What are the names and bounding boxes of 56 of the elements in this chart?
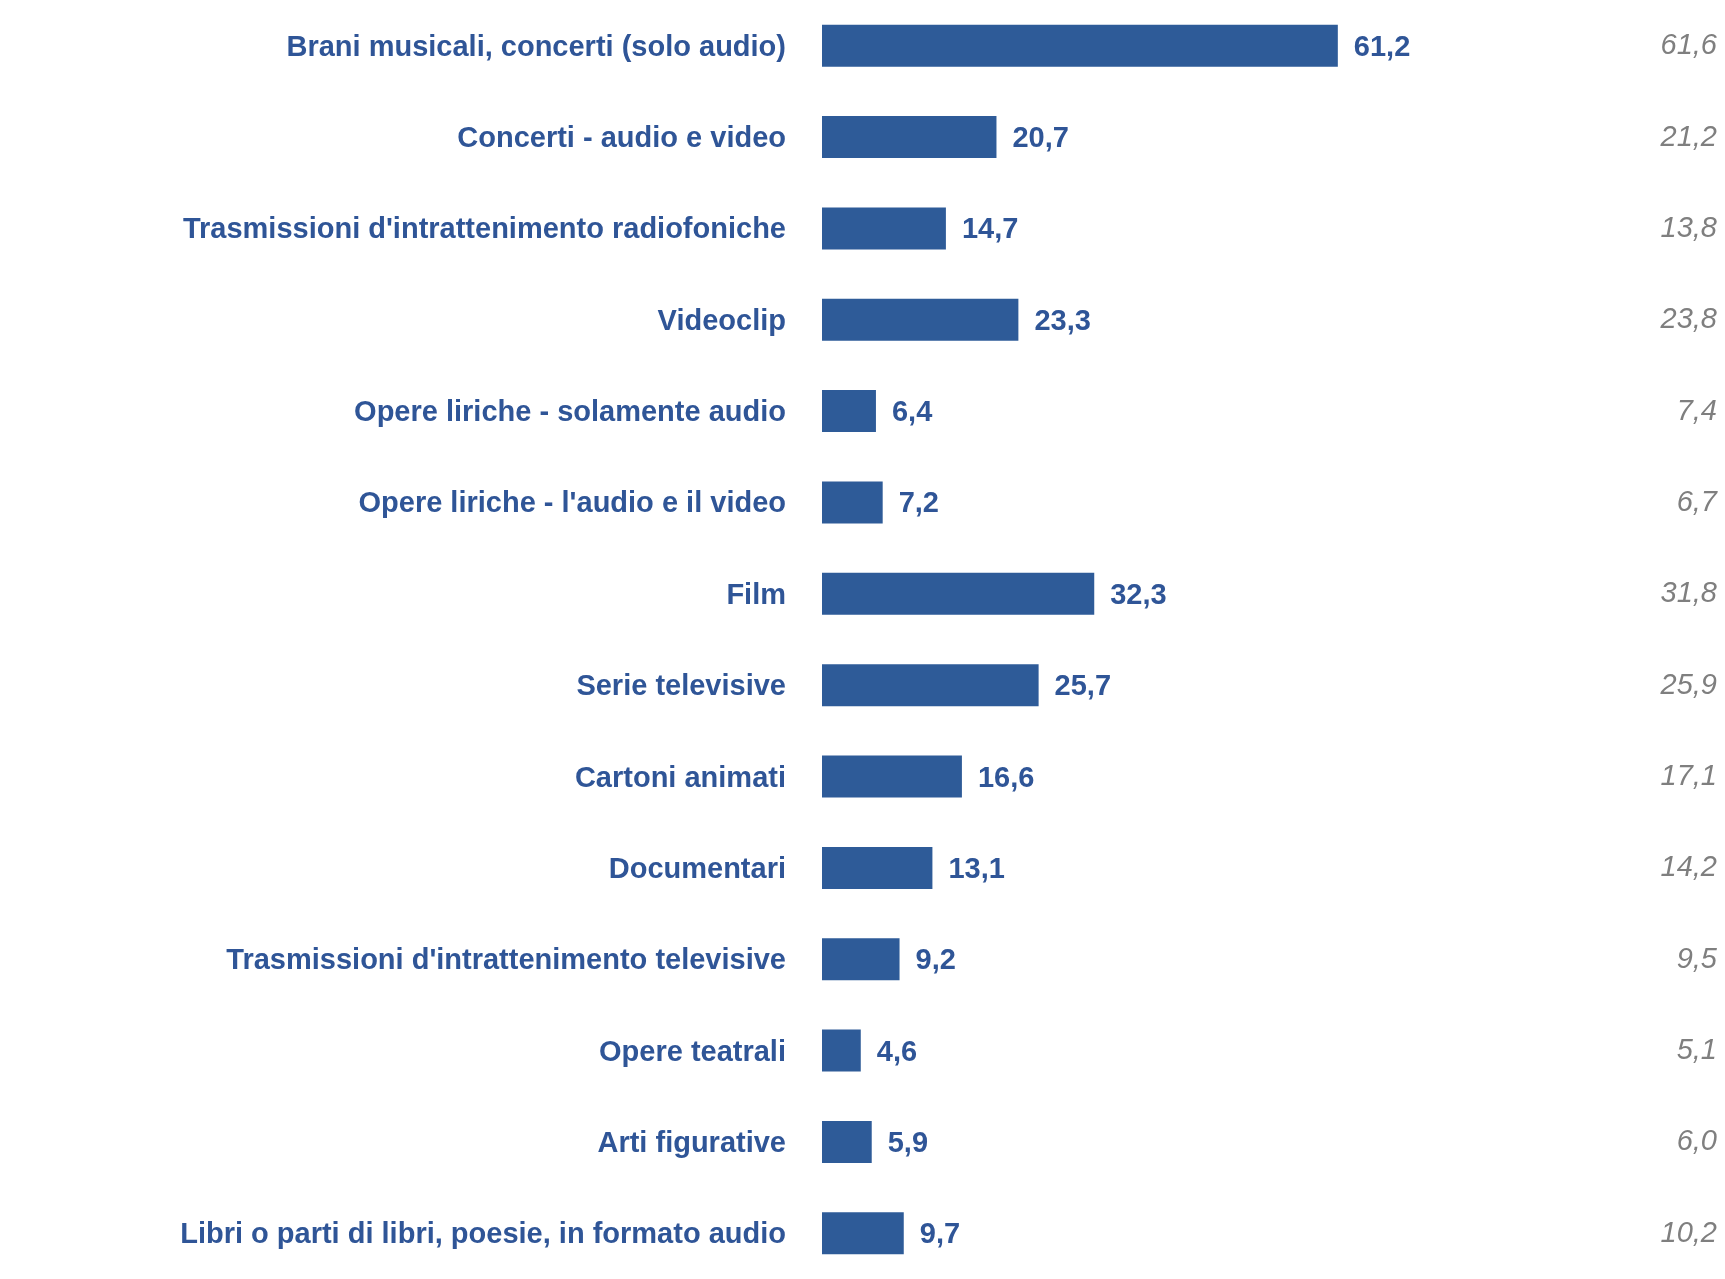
bar (822, 24, 1338, 67)
text: 9,5 (1676, 941, 1718, 974)
bar (822, 481, 883, 524)
bar (822, 572, 1095, 615)
y-tick-label: Brani musicali, concerti (solo audio) (286, 29, 786, 62)
data-label: 13,1 (948, 851, 1005, 884)
data-label: 5,9 (887, 1125, 929, 1158)
y-tick-label: Trasmissioni d'intrattenimento televisive (226, 943, 786, 976)
y-tick-label: Opere liriche - solamente audio (354, 395, 786, 428)
bar (822, 846, 933, 889)
data-label: 23,3 (1034, 303, 1091, 336)
data-label: 9,7 (919, 1217, 961, 1250)
bar (822, 1212, 904, 1255)
bar (822, 664, 1039, 707)
y-tick-label: Film (726, 577, 786, 610)
bar (822, 1029, 861, 1072)
y-tick-label: Videoclip (657, 303, 786, 336)
text: 31,8 (1660, 576, 1717, 609)
bar (822, 116, 997, 159)
data-label: 61,2 (1353, 29, 1411, 62)
bar (822, 207, 946, 250)
y-tick-label: Opere teatrali (599, 1034, 786, 1067)
text: 14,2 (1660, 850, 1717, 883)
y-tick-label: Trasmissioni d'intrattenimento radiofoniche (182, 212, 786, 245)
text: 21,2 (1659, 119, 1717, 152)
text: 6,7 (1676, 484, 1719, 517)
bar (822, 390, 876, 433)
data-label: 6,4 (891, 395, 933, 428)
bar (822, 298, 1019, 341)
bar (822, 1120, 872, 1163)
bar (822, 938, 900, 981)
text: 6,0 (1676, 1124, 1717, 1157)
y-tick-label: Documentari (608, 851, 786, 884)
data-label: 9,2 (915, 943, 956, 976)
text: 5,1 (1676, 1033, 1717, 1066)
data-label: 16,6 (977, 760, 1035, 793)
data-label: 14,7 (961, 212, 1019, 245)
y-tick-label: Serie televisive (576, 669, 786, 702)
data-label: 20,7 (1012, 121, 1069, 154)
y-tick-label: Cartoni animati (574, 760, 786, 793)
text: 61,6 (1660, 28, 1718, 61)
y-tick-label: Concerti - audio e video (457, 121, 786, 154)
data-label: 25,7 (1054, 669, 1112, 702)
text: 25,9 (1659, 667, 1717, 700)
text: 7,4 (1676, 393, 1717, 426)
text: 13,8 (1660, 210, 1717, 243)
data-label: 4,6 (876, 1034, 918, 1067)
y-tick-label: Libri o parti di libri, poesie, in formato audio (180, 1217, 786, 1250)
bar (822, 755, 962, 798)
text: 10,2 (1660, 1215, 1717, 1248)
y-tick-label: Opere liriche - l'audio e il video (358, 486, 786, 519)
data-label: 7,2 (898, 486, 940, 519)
y-tick-label: Arti figurative (597, 1125, 786, 1158)
text: 23,8 (1659, 302, 1717, 335)
text: 17,1 (1660, 759, 1717, 792)
data-label: 32,3 (1110, 577, 1167, 610)
